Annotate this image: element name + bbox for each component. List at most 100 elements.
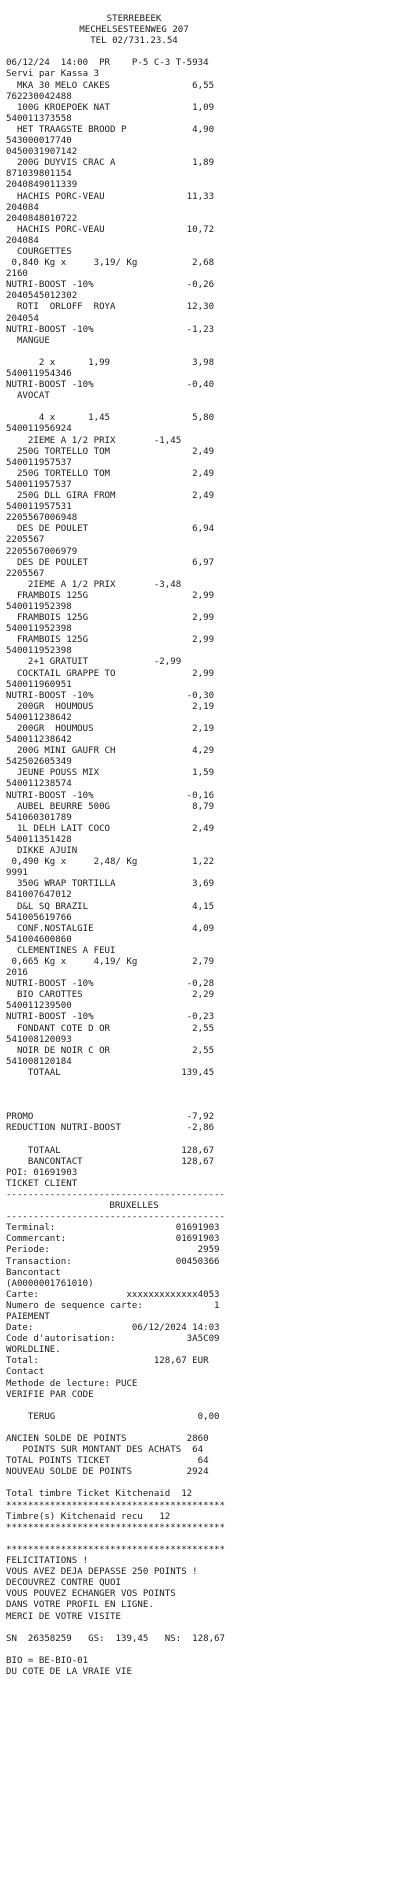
receipt-line: TOTAAL 128,67 bbox=[6, 1145, 215, 1156]
receipt-line: 540011960951 bbox=[6, 679, 72, 690]
receipt-line: 541004600860 bbox=[6, 934, 72, 945]
payment-line: Date: 06/12/2024 14:03 bbox=[6, 1323, 220, 1334]
receipt-line: 0450031907142 bbox=[6, 147, 78, 158]
receipt-line: FRAMBOIS 125G 2,99 bbox=[6, 590, 215, 601]
payment-line: Code d'autorisation: 3A5C09 bbox=[6, 1334, 220, 1345]
receipt-line: TICKET CLIENT bbox=[6, 1178, 78, 1189]
payment-line: TERUG 0,00 bbox=[6, 1411, 220, 1422]
payment-line: Bancontact bbox=[6, 1267, 61, 1278]
receipt-line: 541060301789 bbox=[6, 812, 72, 823]
payment-line: Transaction: 00450366 bbox=[6, 1256, 220, 1267]
receipt-line: 204084 bbox=[6, 235, 39, 246]
receipt-line: 100G KROEPOEK NAT 1,09 bbox=[6, 102, 215, 113]
payment-line: WORLDLINE. bbox=[6, 1345, 61, 1356]
receipt-line: 540011238574 bbox=[6, 779, 72, 790]
payment-line: TOTAL POINTS TICKET 64 bbox=[6, 1456, 209, 1467]
receipt-line: 2160 bbox=[6, 269, 28, 280]
receipt-line: 2040849011339 bbox=[6, 180, 78, 191]
receipt-line: DES DE POULET 6,94 bbox=[6, 524, 215, 535]
receipt-line: CONF.NOSTALGIE 4,09 bbox=[6, 923, 215, 934]
receipt-line: 2+1 GRATUIT -2,99 bbox=[6, 657, 182, 668]
receipt-line: HACHIS PORC-VEAU 10,72 bbox=[6, 224, 215, 235]
receipt-line: HACHIS PORC-VEAU 11,33 bbox=[6, 191, 215, 202]
receipt-line: 2205567 bbox=[6, 535, 45, 546]
receipt-line: 540011957537 bbox=[6, 457, 72, 468]
payment-line: VOUS POUVEZ ECHANGER VOS POINTS bbox=[6, 1589, 176, 1600]
receipt-line: 2205567006979 bbox=[6, 546, 78, 557]
receipt-line: 540011952398 bbox=[6, 624, 72, 635]
receipt-line: 540011238642 bbox=[6, 735, 72, 746]
receipt-line: Servi par Kassa 3 bbox=[6, 69, 100, 80]
receipt-line: BANCONTACT 128,67 bbox=[6, 1156, 215, 1167]
payment-line: **************************************** bbox=[6, 1522, 225, 1533]
payment-line: Total timbre Ticket Kitchenaid 12 bbox=[6, 1489, 193, 1500]
receipt-line: 9991 bbox=[6, 868, 28, 879]
receipt-items: 06/12/24 14:00 PR P-5 C-3 T-5934 Servi pa… bbox=[6, 47, 420, 1201]
receipt-line: 540011373558 bbox=[6, 113, 72, 124]
receipt-line: NUTRI-BOOST -10% -0,26 bbox=[6, 280, 215, 291]
receipt-line: NUTRI-BOOST -10% -1,23 bbox=[6, 324, 215, 335]
bank-city-title: BRUXELLES bbox=[109, 1201, 159, 1212]
payment-line: NOUVEAU SOLDE DE POINTS 2924 bbox=[6, 1467, 209, 1478]
payment-line: ---------------------------------------- bbox=[6, 1212, 225, 1223]
receipt-line: 0,840 Kg x 3,19/ Kg 2,68 bbox=[6, 258, 215, 269]
receipt-line: 200GR HOUMOUS 2,19 bbox=[6, 724, 215, 734]
receipt-line: 541008120184 bbox=[6, 1056, 72, 1067]
payment-line: (A0000001761010) bbox=[6, 1278, 94, 1289]
receipt-line: DIKKE AJUIN bbox=[6, 846, 78, 857]
receipt-header: STERREBEEK MECHELSESTEENWEG 207 TEL 02/731… bbox=[6, 14, 420, 47]
receipt-line: 540011351428 bbox=[6, 834, 72, 845]
payment-line: FELICITATIONS ! bbox=[6, 1556, 89, 1567]
receipt-line: HET TRAAGSTE BROOD P 4,90 bbox=[6, 124, 215, 135]
receipt-line: 540011956924 bbox=[6, 424, 72, 435]
payment-line bbox=[6, 1534, 420, 1545]
receipt-line: 2040848010722 bbox=[6, 213, 78, 224]
header-line: STERREBEEK bbox=[106, 14, 162, 24]
receipt-line: CLEMENTINES A FEUI bbox=[6, 945, 116, 956]
receipt-line: 06/12/24 14:00 PR P-5 C-3 T-5934 bbox=[6, 58, 209, 69]
payment-line bbox=[6, 1401, 420, 1412]
receipt-line: 200GR HOUMOUS 2,19 bbox=[6, 701, 215, 712]
receipt-line: NUTRI-BOOST -10% -0,16 bbox=[6, 790, 215, 801]
receipt-line bbox=[6, 347, 420, 358]
payment-line: VOUS AVEZ DEJA DEPASSE 250 POINTS ! bbox=[6, 1567, 198, 1578]
receipt-line: 2205567 bbox=[6, 568, 45, 579]
receipt-line: 762230042488 bbox=[6, 91, 72, 102]
receipt-line: 542502605349 bbox=[6, 757, 72, 768]
receipt-line: 2040545012302 bbox=[6, 291, 78, 302]
receipt-line: 841007647012 bbox=[6, 890, 72, 901]
payment-line: Periode: 2959 bbox=[6, 1245, 220, 1256]
receipt-line: NUTRI-BOOST -10% -0,30 bbox=[6, 690, 215, 701]
payment-line: Commercant: 01691903 bbox=[6, 1234, 220, 1245]
payment-line: VERIFIE PAR CODE bbox=[6, 1389, 94, 1400]
receipt-line: 871039801154 bbox=[6, 169, 72, 180]
receipt-line bbox=[6, 402, 420, 413]
receipt-line: AUBEL BEURRE 500G 8,79 bbox=[6, 801, 215, 812]
receipt-line: DES DE POULET 6,97 bbox=[6, 557, 215, 568]
receipt-line: FRAMBOIS 125G 2,99 bbox=[6, 613, 215, 624]
receipt-line: 540011238642 bbox=[6, 712, 72, 723]
payment-line: BIO = BE-BIO-01 bbox=[6, 1655, 89, 1666]
receipt-line: ---------------------------------------- bbox=[6, 1189, 225, 1200]
receipt-line: REDUCTION NUTRI-BOOST -2,86 bbox=[6, 1123, 215, 1134]
receipt-line: MANGUE bbox=[6, 335, 50, 346]
receipt-line: 2205567006948 bbox=[6, 513, 78, 524]
payment-line: Methode de lecture: PUCE bbox=[6, 1378, 138, 1389]
receipt-line: 541005619766 bbox=[6, 912, 72, 923]
payment-line bbox=[6, 1645, 420, 1656]
receipt-line: 540011239500 bbox=[6, 1001, 72, 1012]
payment-line: Carte: xxxxxxxxxxxxx4053 bbox=[6, 1289, 220, 1300]
receipt-line: 540011957531 bbox=[6, 502, 72, 513]
receipt-line: 0,665 Kg x 4,19/ Kg 2,79 bbox=[6, 956, 215, 967]
payment-line: Numero de sequence carte: 1 bbox=[6, 1300, 220, 1311]
payment-line: DU COTE DE LA VRAIE VIE bbox=[6, 1666, 132, 1677]
receipt-line: FRAMBOIS 125G 2,99 bbox=[6, 635, 215, 646]
receipt-line: 540011957537 bbox=[6, 479, 72, 490]
receipt-line: 200G MINI GAUFR CH 4,29 bbox=[6, 746, 215, 757]
receipt-line: 350G WRAP TORTILLA 3,69 bbox=[6, 879, 215, 890]
payment-line: Terminal: 01691903 bbox=[6, 1223, 220, 1234]
receipt-line bbox=[6, 47, 420, 58]
receipt-line: 541008120093 bbox=[6, 1034, 72, 1045]
receipt-line: 200G DUYVIS CRAC A 1,89 bbox=[6, 158, 215, 169]
receipt-line: FONDANT COTE D OR 2,55 bbox=[6, 1023, 215, 1034]
